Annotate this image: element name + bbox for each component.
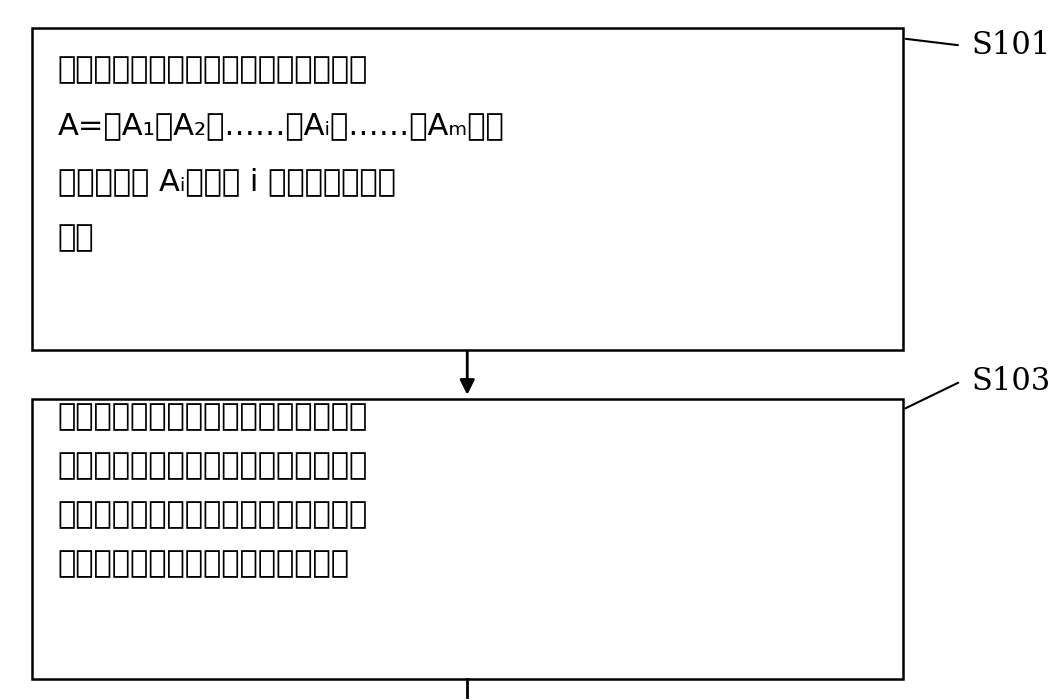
Text: 网络设备标识和所述网络设备气压值: 网络设备标识和所述网络设备气压值 (58, 549, 350, 578)
Text: 值列表，其中，所述网络设备信息包括: 值列表，其中，所述网络设备信息包括 (58, 500, 368, 529)
Text: S101: S101 (971, 30, 1050, 61)
Text: 其中，所述 Aᵢ是指第 i 个网络设备信息: 其中，所述 Aᵢ是指第 i 个网络设备信息 (58, 167, 396, 197)
FancyBboxPatch shape (32, 399, 903, 679)
Text: 列表: 列表 (58, 223, 94, 253)
Text: 根据任意所述网络设备信息列表中网络: 根据任意所述网络设备信息列表中网络 (58, 402, 368, 431)
Text: A=（A₁，A₂，……，Aᵢ，……，Aₘ），: A=（A₁，A₂，……，Aᵢ，……，Aₘ）， (58, 111, 504, 141)
Text: S103: S103 (971, 366, 1050, 397)
FancyBboxPatch shape (32, 28, 903, 350)
Text: 设备信息，得到目标网络设备的气压差: 设备信息，得到目标网络设备的气压差 (58, 451, 368, 480)
Text: 获取预设时间段内的网络设备信息集合: 获取预设时间段内的网络设备信息集合 (58, 55, 368, 85)
